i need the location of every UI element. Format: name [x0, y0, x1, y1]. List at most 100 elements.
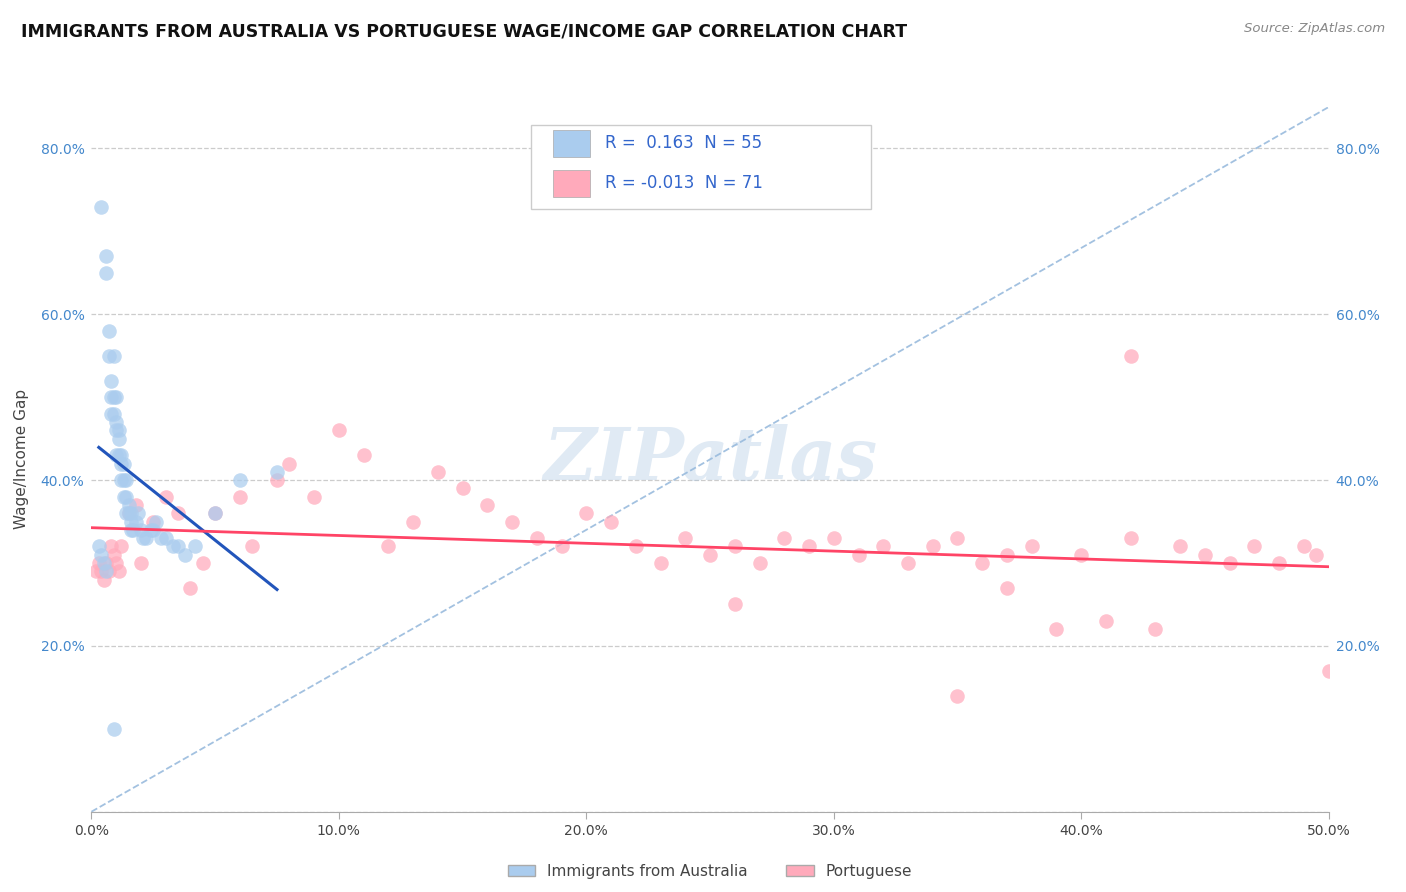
Point: [105, 423, 128, 437]
Point: [167, 540, 190, 554]
Point: [139, 523, 162, 537]
Point: [204, 506, 226, 520]
Point: [699, 548, 721, 562]
Point: [115, 490, 138, 504]
Point: [87, 540, 110, 554]
Point: [278, 457, 301, 471]
Point: [650, 556, 672, 570]
Point: [90, 548, 112, 562]
Point: [995, 581, 1018, 595]
Point: [115, 506, 138, 520]
Point: [120, 506, 142, 520]
Point: [96, 266, 118, 280]
Point: [96, 249, 118, 263]
Point: [86, 564, 108, 578]
Point: [112, 457, 135, 471]
Point: [1144, 623, 1167, 637]
Point: [97, 349, 120, 363]
Point: [477, 498, 499, 512]
Point: [100, 390, 122, 404]
Point: [426, 465, 449, 479]
Point: [103, 548, 125, 562]
Point: [117, 498, 139, 512]
Point: [229, 473, 252, 487]
Point: [93, 556, 115, 570]
Point: [97, 324, 120, 338]
Point: [550, 540, 572, 554]
Point: [103, 722, 125, 736]
Point: [117, 506, 139, 520]
Point: [377, 540, 399, 554]
Point: [167, 506, 190, 520]
Legend: Immigrants from Australia, Portuguese: Immigrants from Australia, Portuguese: [502, 858, 918, 885]
Point: [87, 556, 110, 570]
Point: [229, 490, 252, 504]
Point: [110, 540, 132, 554]
Point: [162, 540, 184, 554]
Y-axis label: Wage/Income Gap: Wage/Income Gap: [14, 389, 30, 530]
Point: [575, 506, 598, 520]
Point: [724, 540, 747, 554]
Point: [501, 515, 523, 529]
Point: [328, 423, 350, 437]
Point: [117, 506, 139, 520]
Point: [122, 523, 145, 537]
Point: [872, 540, 894, 554]
Point: [93, 573, 115, 587]
Point: [600, 515, 623, 529]
Point: [100, 540, 122, 554]
Point: [90, 200, 112, 214]
Point: [402, 515, 425, 529]
FancyBboxPatch shape: [553, 169, 591, 196]
Point: [1243, 540, 1265, 554]
Point: [823, 531, 845, 545]
FancyBboxPatch shape: [530, 125, 870, 210]
Point: [179, 581, 201, 595]
Text: Source: ZipAtlas.com: Source: ZipAtlas.com: [1244, 22, 1385, 36]
Point: [526, 531, 548, 545]
Point: [110, 448, 132, 462]
Point: [107, 564, 129, 578]
Point: [748, 556, 770, 570]
Point: [1168, 540, 1191, 554]
Point: [1021, 540, 1043, 554]
Point: [103, 349, 125, 363]
Point: [1219, 556, 1241, 570]
Point: [132, 531, 155, 545]
Point: [266, 473, 288, 487]
Point: [848, 548, 870, 562]
Text: IMMIGRANTS FROM AUSTRALIA VS PORTUGUESE WAGE/INCOME GAP CORRELATION CHART: IMMIGRANTS FROM AUSTRALIA VS PORTUGUESE …: [21, 22, 907, 40]
Point: [155, 490, 177, 504]
Point: [112, 473, 135, 487]
Point: [142, 515, 165, 529]
Point: [995, 548, 1018, 562]
Point: [353, 448, 375, 462]
Point: [1317, 664, 1340, 678]
Point: [946, 531, 969, 545]
Point: [184, 540, 207, 554]
Point: [1305, 548, 1327, 562]
Point: [302, 490, 325, 504]
Point: [1095, 614, 1118, 628]
Point: [107, 448, 129, 462]
Point: [240, 540, 263, 554]
Point: [191, 556, 214, 570]
Point: [724, 598, 747, 612]
Point: [105, 556, 128, 570]
Point: [125, 515, 148, 529]
Point: [129, 523, 152, 537]
Point: [204, 506, 226, 520]
Point: [105, 390, 128, 404]
Point: [773, 531, 796, 545]
Point: [1045, 623, 1067, 637]
Point: [100, 374, 122, 388]
Point: [797, 540, 820, 554]
Point: [120, 523, 142, 537]
Point: [451, 482, 474, 496]
Point: [1268, 556, 1291, 570]
Point: [90, 564, 112, 578]
Point: [112, 490, 135, 504]
Point: [107, 423, 129, 437]
Point: [1119, 349, 1142, 363]
Text: R =  0.163  N = 55: R = 0.163 N = 55: [605, 135, 762, 153]
